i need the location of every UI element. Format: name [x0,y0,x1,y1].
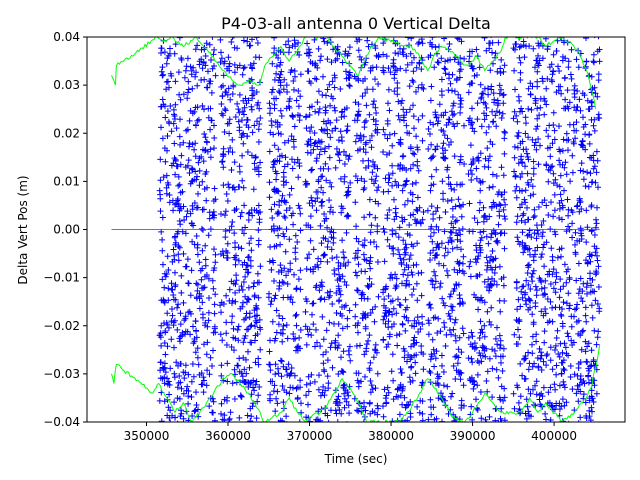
scatter-band-9 [510,37,557,422]
x-tick-label: 380000 [368,429,414,443]
scatter-band-0 [156,37,199,422]
scatter-points [465,37,509,422]
y-tick-label: 0.01 [53,174,80,188]
x-tick-label: 350000 [124,429,170,443]
scatter-band-5 [351,37,382,422]
y-tick-label: 0.04 [53,30,80,44]
axes: 350000 360000 370000 380000 390000 400000 −0.0… [43,30,626,443]
scatter-points [351,37,382,422]
x-tick-label: 370000 [287,429,333,443]
scatter-points [510,37,557,422]
y-tick-label: −0.02 [43,319,80,333]
scatter-points [156,37,199,422]
chart-title: P4-03-all antenna 0 Vertical Delta [221,14,491,33]
scatter-series [156,37,603,422]
y-tick-label: −0.01 [43,271,80,285]
x-axis-label: Time (sec) [324,452,388,466]
scatter-band-4 [302,37,354,422]
scatter-band-6 [380,37,427,422]
scatter-band-3 [265,37,305,422]
scatter-points [424,37,468,422]
scatter-points [265,37,305,422]
y-tick-label: −0.03 [43,367,80,381]
x-tick-label: 360000 [205,429,251,443]
scatter-points [217,37,264,422]
y-tick-label: 0.03 [53,78,80,92]
scatter-band-2 [217,37,264,422]
scatter-points [380,37,427,422]
x-tick-label: 400000 [531,429,577,443]
y-axis-label: Delta Vert Pos (m) [16,175,30,284]
y-tick-label: 0.02 [53,126,80,140]
scatter-points [302,37,354,422]
x-tick-label: 390000 [450,429,496,443]
y-tick-label: −0.04 [43,415,80,429]
y-tick-label: 0.00 [53,223,80,237]
scatter-band-8 [465,37,509,422]
scatter-band-7 [424,37,468,422]
